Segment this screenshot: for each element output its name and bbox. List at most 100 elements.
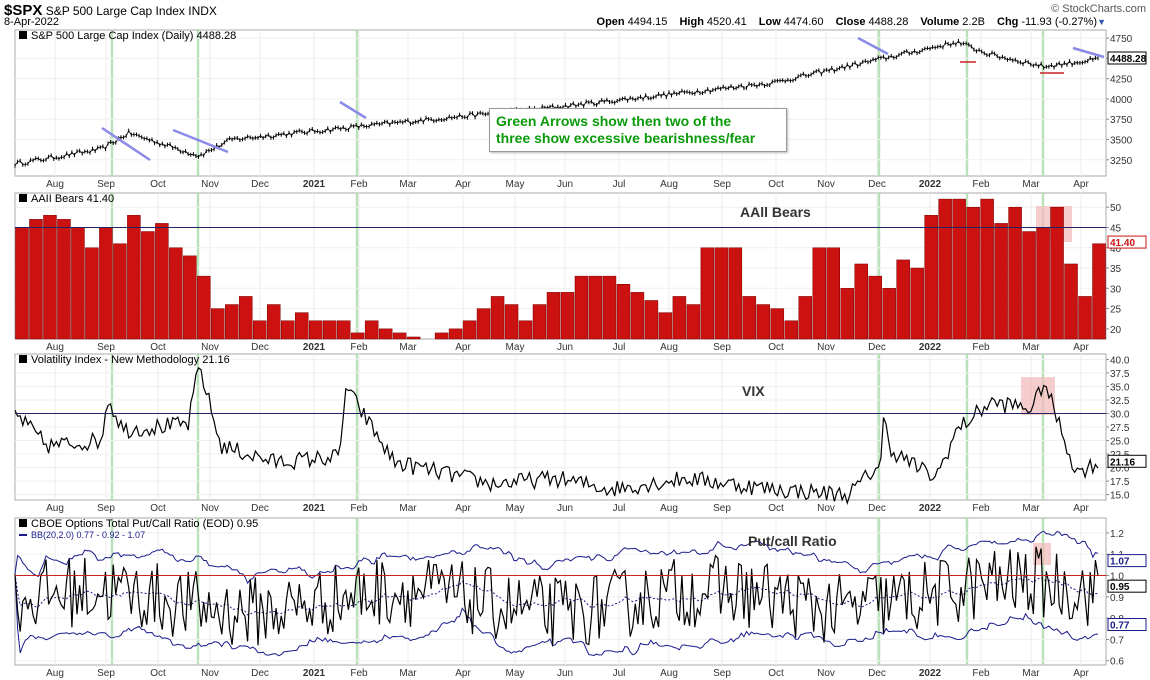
panel-1-title-swatch [19,31,27,39]
x-tick-label: Dec [868,503,886,514]
high-value: 4520.41 [706,16,747,28]
close-value: 4488.28 [868,16,909,28]
aaii-bar [616,284,631,340]
y-tick-label: 40.0 [1110,355,1130,366]
aaii-bar [658,312,673,340]
aaii-bar [602,275,617,340]
x-tick-label: Apr [1073,668,1089,679]
x-tick-label: Nov [817,342,835,353]
panel-2-title-swatch [19,194,27,202]
putcall-last-value-box [1107,579,1147,593]
x-tick-label: Oct [150,503,166,514]
aaii-bar [924,215,938,340]
x-tick-label: 2022 [919,503,942,514]
chg-value: -11.93 (-0.27%) [1021,16,1097,28]
x-tick-label: Dec [251,179,269,190]
credit-label: © StockCharts.com [1051,3,1146,15]
x-tick-label: Nov [817,503,835,514]
symbol-label: $SPX [4,2,43,19]
aaii-bar [714,247,729,340]
x-tick-label: Oct [768,179,784,190]
x-tick-label: Mar [1022,668,1040,679]
x-tick-label: Dec [868,668,886,679]
aaii-bar [155,223,169,340]
x-tick-label: Nov [817,668,835,679]
x-tick-label: Apr [455,179,471,190]
x-tick-label: Aug [46,503,64,514]
y-tick-label: 3750 [1110,115,1133,126]
panel-4-title: CBOE Options Total Put/Call Ratio (EOD) … [31,518,258,530]
x-tick-label: Mar [399,503,417,514]
x-tick-label: 2022 [919,668,942,679]
aaii-bar [798,296,813,340]
aaii-bar [294,312,309,340]
aaii-bar [57,219,71,340]
x-tick-label: Oct [768,503,784,514]
y-tick-label: 15.0 [1110,491,1130,502]
aaii-bar [630,292,645,340]
bb-upper-line [14,530,1099,585]
x-tick-label: Apr [1073,342,1089,353]
aaii-last-value-box [1107,235,1147,249]
aaii-bar [113,243,127,340]
aaii-bar [364,320,379,340]
index-name: S&P 500 Large Cap Index [45,4,185,18]
x-tick-label: Oct [150,179,166,190]
y-tick-label: 37.5 [1110,369,1130,380]
x-tick-label: Sep [713,179,731,190]
x-tick-label: 2022 [919,342,942,353]
vix-line [14,366,1099,506]
y-tick-label: 30.0 [1110,409,1130,420]
trend-line [172,128,229,154]
panel-1-title: S&P 500 Large Cap Index (Daily) 4488.28 [31,30,236,42]
x-tick-label: May [506,503,525,514]
aaii-bar [85,247,99,340]
x-tick-label: Aug [46,668,64,679]
x-tick-label: Mar [399,179,417,190]
panel-3-title-swatch [19,355,27,363]
aaii-bar [197,275,211,340]
x-tick-label: Apr [455,342,471,353]
y-tick-label: 17.5 [1110,477,1130,488]
x-tick-label: Mar [1022,179,1040,190]
aaii-bar [239,296,253,340]
x-tick-label: Sep [713,668,731,679]
aaii-bar [169,247,183,340]
bb-lower-last-box [1107,618,1147,632]
aaii-bar [183,255,197,340]
y-tick-label: 4750 [1110,34,1133,45]
x-tick-label: Feb [350,342,368,353]
x-tick-label: Sep [97,668,115,679]
vix-last-value: 21.16 [1110,457,1135,468]
x-tick-label: 2021 [303,179,326,190]
panel-3-title: Volatility Index - New Methodology 21.16 [31,354,230,366]
y-tick-label: 35 [1110,264,1122,275]
x-tick-label: Mar [1022,342,1040,353]
aaii-bar [1036,227,1050,340]
x-tick-label: Jun [557,179,573,190]
aaii-bar [43,215,57,340]
aaii-bar [980,198,994,340]
aaii-bar [938,198,952,340]
putcall-last-value: 0.95 [1110,582,1130,593]
aaii-bar [560,292,575,340]
aaii-bar [784,320,799,340]
x-tick-label: Sep [97,342,115,353]
aaii-bar [1078,296,1092,340]
aaii-bar [350,332,365,340]
putcall-line [14,546,1099,647]
x-tick-label: Jun [557,342,573,353]
y-tick-label: 50 [1110,203,1122,214]
open-value: 4494.15 [627,16,668,28]
x-tick-label: Feb [972,668,990,679]
x-tick-label: Mar [1022,503,1040,514]
aaii-bar [532,304,547,340]
x-tick-label: Apr [455,668,471,679]
x-tick-label: Oct [768,342,784,353]
x-tick-label: Sep [713,342,731,353]
x-tick-label: Feb [350,179,368,190]
x-tick-label: Feb [350,503,368,514]
dropdown-caret-icon[interactable]: ▼ [1097,17,1106,27]
volume-value: 2.2B [962,16,985,28]
y-tick-label: 25 [1110,305,1122,316]
